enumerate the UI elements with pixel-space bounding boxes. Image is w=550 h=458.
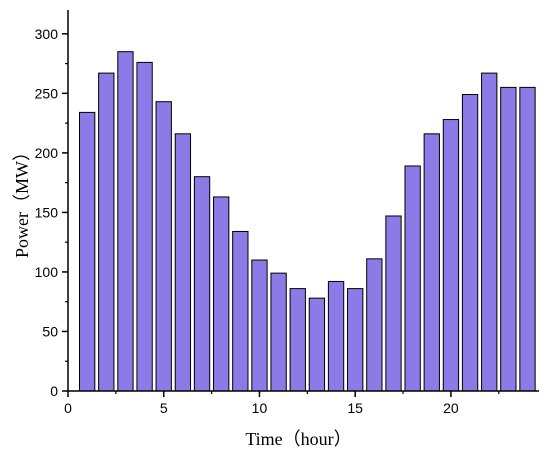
bar-13 [308, 297, 326, 392]
bar-6 [174, 133, 192, 392]
x-tick-label: 15 [347, 400, 363, 416]
x-tick-label: 0 [64, 400, 72, 416]
y-tick-label: 100 [35, 264, 59, 280]
y-tick-label: 150 [35, 204, 59, 220]
x-ticks-group: 0 5 10 15 20 [64, 391, 500, 416]
bar-4 [136, 61, 153, 392]
y-ticks-group: 0 50 100 150 200 250 300 [35, 26, 68, 399]
bar-16 [366, 258, 383, 392]
bar-7 [193, 176, 211, 392]
x-tick-label: 5 [160, 400, 168, 416]
bar-20 [442, 119, 460, 392]
axes-group [67, 10, 539, 392]
bar-10 [251, 259, 268, 392]
bar-24 [519, 86, 536, 392]
bar-15 [347, 288, 364, 392]
x-tick-label: 10 [252, 400, 268, 416]
bar-21 [461, 94, 479, 392]
bar-3 [117, 51, 134, 392]
y-tick-label: 50 [42, 323, 58, 339]
bar-8 [213, 196, 230, 392]
x-axis-title: Time（hour） [245, 429, 351, 449]
bar-1 [78, 111, 96, 392]
y-tick-label: 200 [35, 145, 59, 161]
bar-17 [385, 215, 402, 392]
bar-5 [155, 101, 172, 392]
y-tick-label: 250 [35, 85, 59, 101]
bar-14 [327, 280, 345, 392]
bar-11 [270, 272, 287, 392]
y-tick-label: 0 [50, 383, 58, 399]
bar-12 [289, 288, 306, 392]
bar-2 [98, 72, 115, 392]
bar-19 [423, 133, 440, 392]
y-tick-label: 300 [35, 26, 59, 42]
bar-18 [404, 165, 421, 392]
y-axis-title: Power（MW） [12, 143, 32, 258]
bar-23 [500, 86, 517, 392]
bar-9 [232, 230, 249, 392]
bar-22 [481, 72, 498, 392]
x-tick-label: 20 [443, 400, 459, 416]
bars-group [78, 51, 536, 392]
